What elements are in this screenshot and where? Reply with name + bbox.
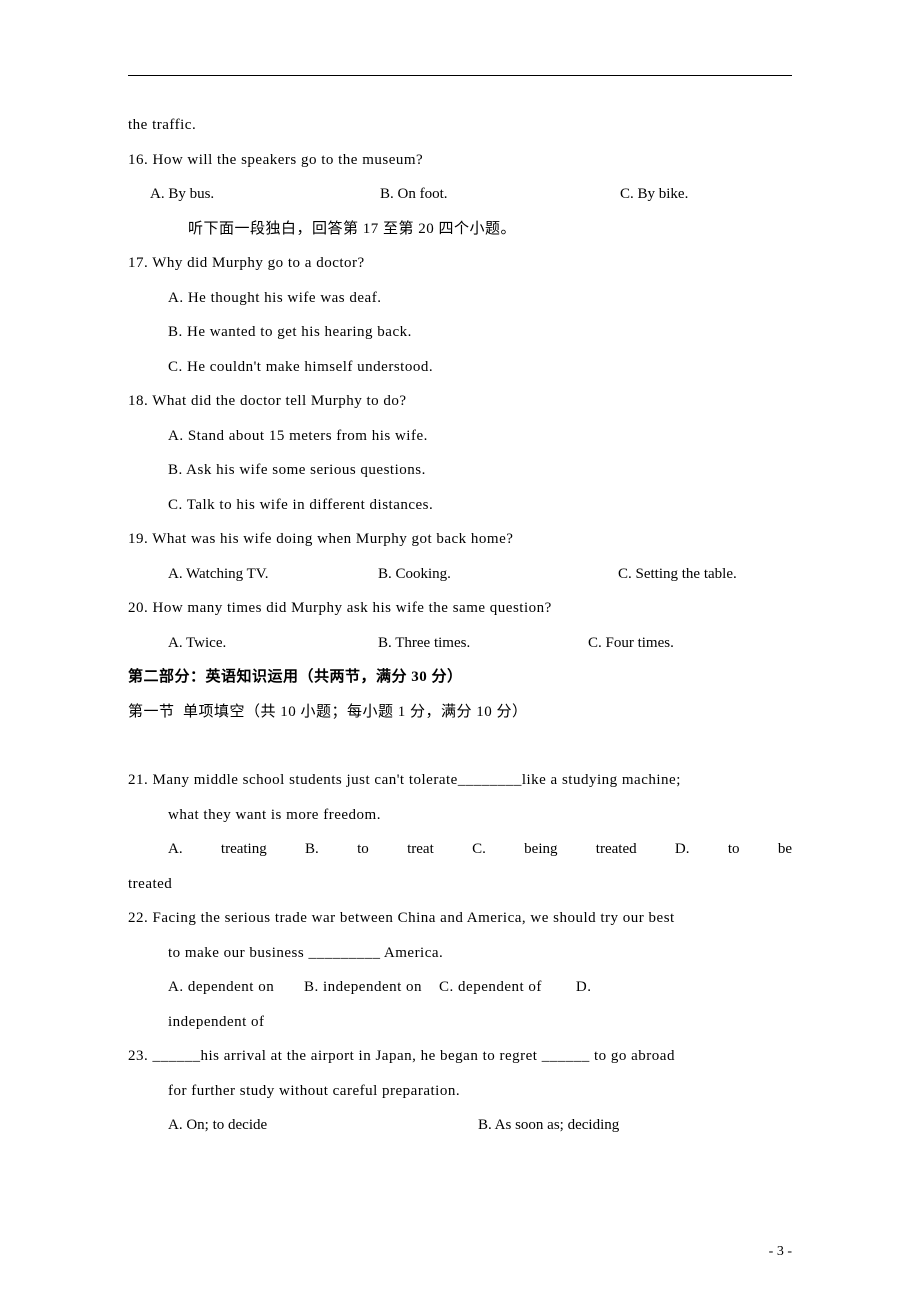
question-21-options: A. treating B. to treat C. being treated… [128, 832, 792, 867]
spacer [128, 729, 792, 763]
text-line: the traffic. [128, 108, 792, 143]
option-a: A. He thought his wife was deaf. [128, 281, 792, 316]
option-c: C. Four times. [588, 626, 674, 661]
question-20: 20. How many times did Murphy ask his wi… [128, 591, 792, 626]
question-23: 23. ______his arrival at the airport in … [128, 1039, 792, 1074]
instruction: 听下面一段独白，回答第 17 至第 20 四个小题。 [128, 212, 792, 247]
option-b: B. As soon as; deciding [478, 1108, 619, 1143]
question-23-line2: for further study without careful prepar… [128, 1074, 792, 1109]
question-22-options: A. dependent on B. independent on C. dep… [128, 970, 792, 1005]
option-b: B. Ask his wife some serious questions. [128, 453, 792, 488]
option-b: B. Three times. [378, 626, 588, 661]
question-20-options: A. Twice. B. Three times. C. Four times. [128, 626, 792, 661]
section-heading: 第二部分：英语知识运用（共两节，满分 30 分） [128, 660, 792, 695]
question-22: 22. Facing the serious trade war between… [128, 901, 792, 936]
question-21: 21. Many middle school students just can… [128, 763, 792, 798]
option-a: A. On; to decide [168, 1108, 478, 1143]
question-22-line2: to make our business _________ America. [128, 936, 792, 971]
question-18: 18. What did the doctor tell Murphy to d… [128, 384, 792, 419]
question-23-options: A. On; to decide B. As soon as; deciding [128, 1108, 792, 1143]
question-16-options: A. By bus. B. On foot. C. By bike. [128, 177, 792, 212]
option-b: B. On foot. [380, 177, 620, 212]
option-c: C. Setting the table. [618, 557, 737, 592]
question-17: 17. Why did Murphy go to a doctor? [128, 246, 792, 281]
question-21-options-2: treated [128, 867, 792, 902]
option-b: B. Cooking. [378, 557, 618, 592]
question-22-options-2: independent of [128, 1005, 792, 1040]
option-c: C. Talk to his wife in different distanc… [128, 488, 792, 523]
divider [128, 75, 792, 76]
subsection-heading: 第一节 单项填空（共 10 小题；每小题 1 分，满分 10 分） [128, 695, 792, 730]
option-a: A. Stand about 15 meters from his wife. [128, 419, 792, 454]
option-c: C. He couldn't make himself understood. [128, 350, 792, 385]
option-a: A. Twice. [168, 626, 378, 661]
question-16: 16. How will the speakers go to the muse… [128, 143, 792, 178]
option-b: B. He wanted to get his hearing back. [128, 315, 792, 350]
question-19: 19. What was his wife doing when Murphy … [128, 522, 792, 557]
option-a: A. By bus. [150, 177, 380, 212]
question-21-line2: what they want is more freedom. [128, 798, 792, 833]
page-number: - 3 - [769, 1244, 792, 1260]
option-c: C. By bike. [620, 177, 792, 212]
option-a: A. Watching TV. [168, 557, 378, 592]
question-19-options: A. Watching TV. B. Cooking. C. Setting t… [128, 557, 792, 592]
